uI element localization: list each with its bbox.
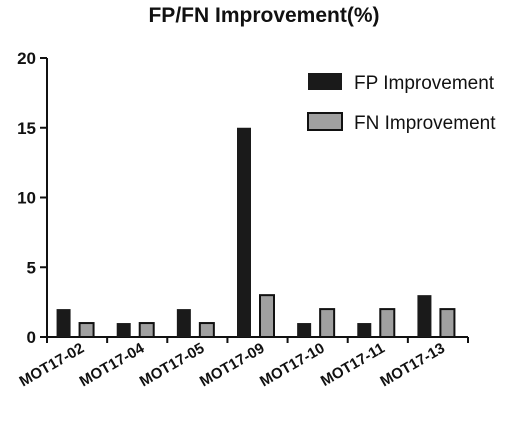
x-tick-label: MOT17-09 <box>197 340 268 391</box>
bars <box>56 127 456 339</box>
bar-fp-mot17-09 <box>237 127 251 337</box>
x-tick-labels: MOT17-02MOT17-04MOT17-05MOT17-09MOT17-10… <box>16 339 447 390</box>
y-tick-label: 5 <box>27 258 36 277</box>
bar-fp-mot17-11 <box>357 323 372 337</box>
bar-fn-mot17-10 <box>319 308 336 339</box>
bar-fn-mot17-05 <box>198 322 215 338</box>
bar-fp-mot17-02 <box>56 309 71 337</box>
y-tick-label: 0 <box>27 328 36 347</box>
bar-fn-mot17-04 <box>138 322 155 338</box>
x-tick-label: MOT17-11 <box>318 340 388 390</box>
y-tick-label: 15 <box>17 119 36 138</box>
legend-swatch-fn <box>307 112 343 131</box>
y-tick-label: 20 <box>17 49 36 68</box>
bar-fp-mot17-13 <box>417 295 432 337</box>
legend: FP Improvement FN Improvement <box>307 73 496 134</box>
x-tick-label: MOT17-04 <box>77 339 148 390</box>
legend-label-fp: FP Improvement <box>354 73 495 94</box>
x-tick-label: MOT17-10 <box>257 340 328 391</box>
bar-fp-mot17-04 <box>116 323 131 337</box>
x-tick-label: MOT17-02 <box>16 340 87 391</box>
axes <box>40 57 469 343</box>
x-tick-label: MOT17-13 <box>377 340 448 391</box>
legend-swatch-fp <box>308 73 342 90</box>
bar-fp-mot17-10 <box>297 323 312 337</box>
bar-fn-mot17-13 <box>439 308 456 339</box>
legend-label-fn: FN Improvement <box>354 113 496 134</box>
y-tick-label: 10 <box>17 189 36 208</box>
bar-fn-mot17-11 <box>379 308 396 339</box>
bar-fn-mot17-09 <box>259 294 275 338</box>
chart-title: FP/FN Improvement(%) <box>148 4 380 27</box>
bar-fn-mot17-02 <box>78 322 95 338</box>
bar-fp-mot17-05 <box>176 309 191 337</box>
x-tick-label: MOT17-05 <box>137 340 208 391</box>
y-tick-labels: 0 5 10 15 20 <box>17 49 36 347</box>
